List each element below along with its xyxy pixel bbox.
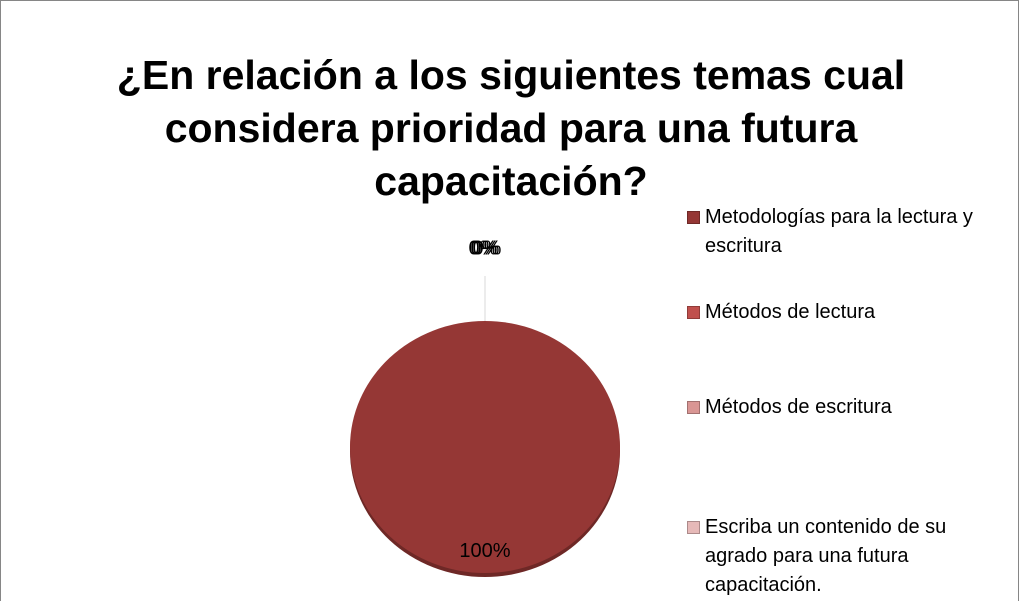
legend-item: Metodologías para la lectura y escritura [687,203,977,261]
legend-item: Métodos de lectura [687,298,977,327]
legend-swatch [687,521,700,534]
legend-label: Escriba un contenido de su agrado para u… [705,516,947,596]
data-label: 0% [473,237,502,259]
legend-label: Métodos de lectura [705,301,876,323]
chart-title: ¿En relación a los siguientes temas cual… [116,52,906,204]
legend-item: Escriba un contenido de su agrado para u… [687,513,977,600]
legend-item: Métodos de escritura [687,393,977,422]
legend-swatch [687,401,700,414]
data-label: 0% [469,237,498,259]
legend-label: Métodos de escritura [705,396,892,418]
data-label: 100% [459,540,510,562]
pie-slice [350,321,620,573]
legend-label: Metodologías para la lectura y escritura [705,206,973,257]
data-label: 0% [471,237,500,259]
legend-swatch [687,211,700,224]
legend-swatch [687,306,700,319]
